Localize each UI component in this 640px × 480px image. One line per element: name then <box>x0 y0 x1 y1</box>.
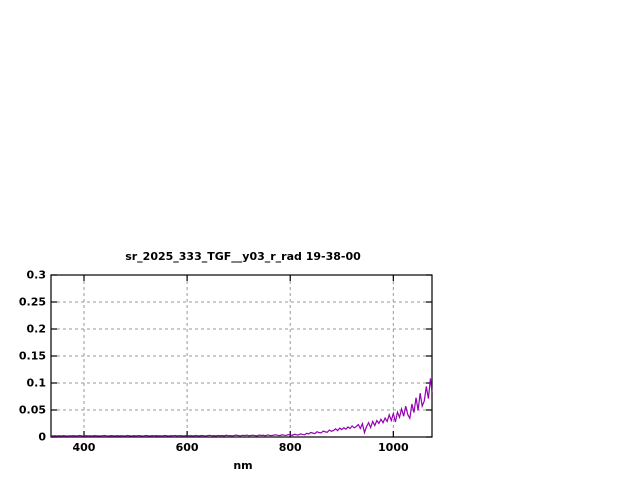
y-tick-label: 0.3 <box>26 268 47 282</box>
x-axis-label: nm <box>233 459 253 472</box>
plot-frame <box>50 274 433 438</box>
data-series-r-rad <box>50 378 433 437</box>
data-line <box>50 378 433 437</box>
y-tick-label: 0.2 <box>26 322 47 336</box>
x-tick-label: 1000 <box>378 441 409 454</box>
y-tick-label: 0.15 <box>18 349 46 363</box>
chart-title: sr_2025_333_TGF__y03_r_rad 19-38-00 <box>125 250 361 263</box>
y-tick-label: 0.1 <box>26 376 47 390</box>
y-tick-label: 0 <box>38 430 46 444</box>
y-axis-tick-labels: 0 0.05 0.1 0.15 0.2 0.25 0.3 <box>0 269 47 444</box>
y-tick-label: 0.05 <box>18 403 46 417</box>
gridlines <box>51 275 432 437</box>
x-tick-label: 600 <box>175 441 199 454</box>
y-tick-label: 0.25 <box>18 295 46 309</box>
x-tick-label: 400 <box>72 441 96 454</box>
x-tick-label: 800 <box>278 441 302 454</box>
axis-ticks <box>51 274 432 438</box>
